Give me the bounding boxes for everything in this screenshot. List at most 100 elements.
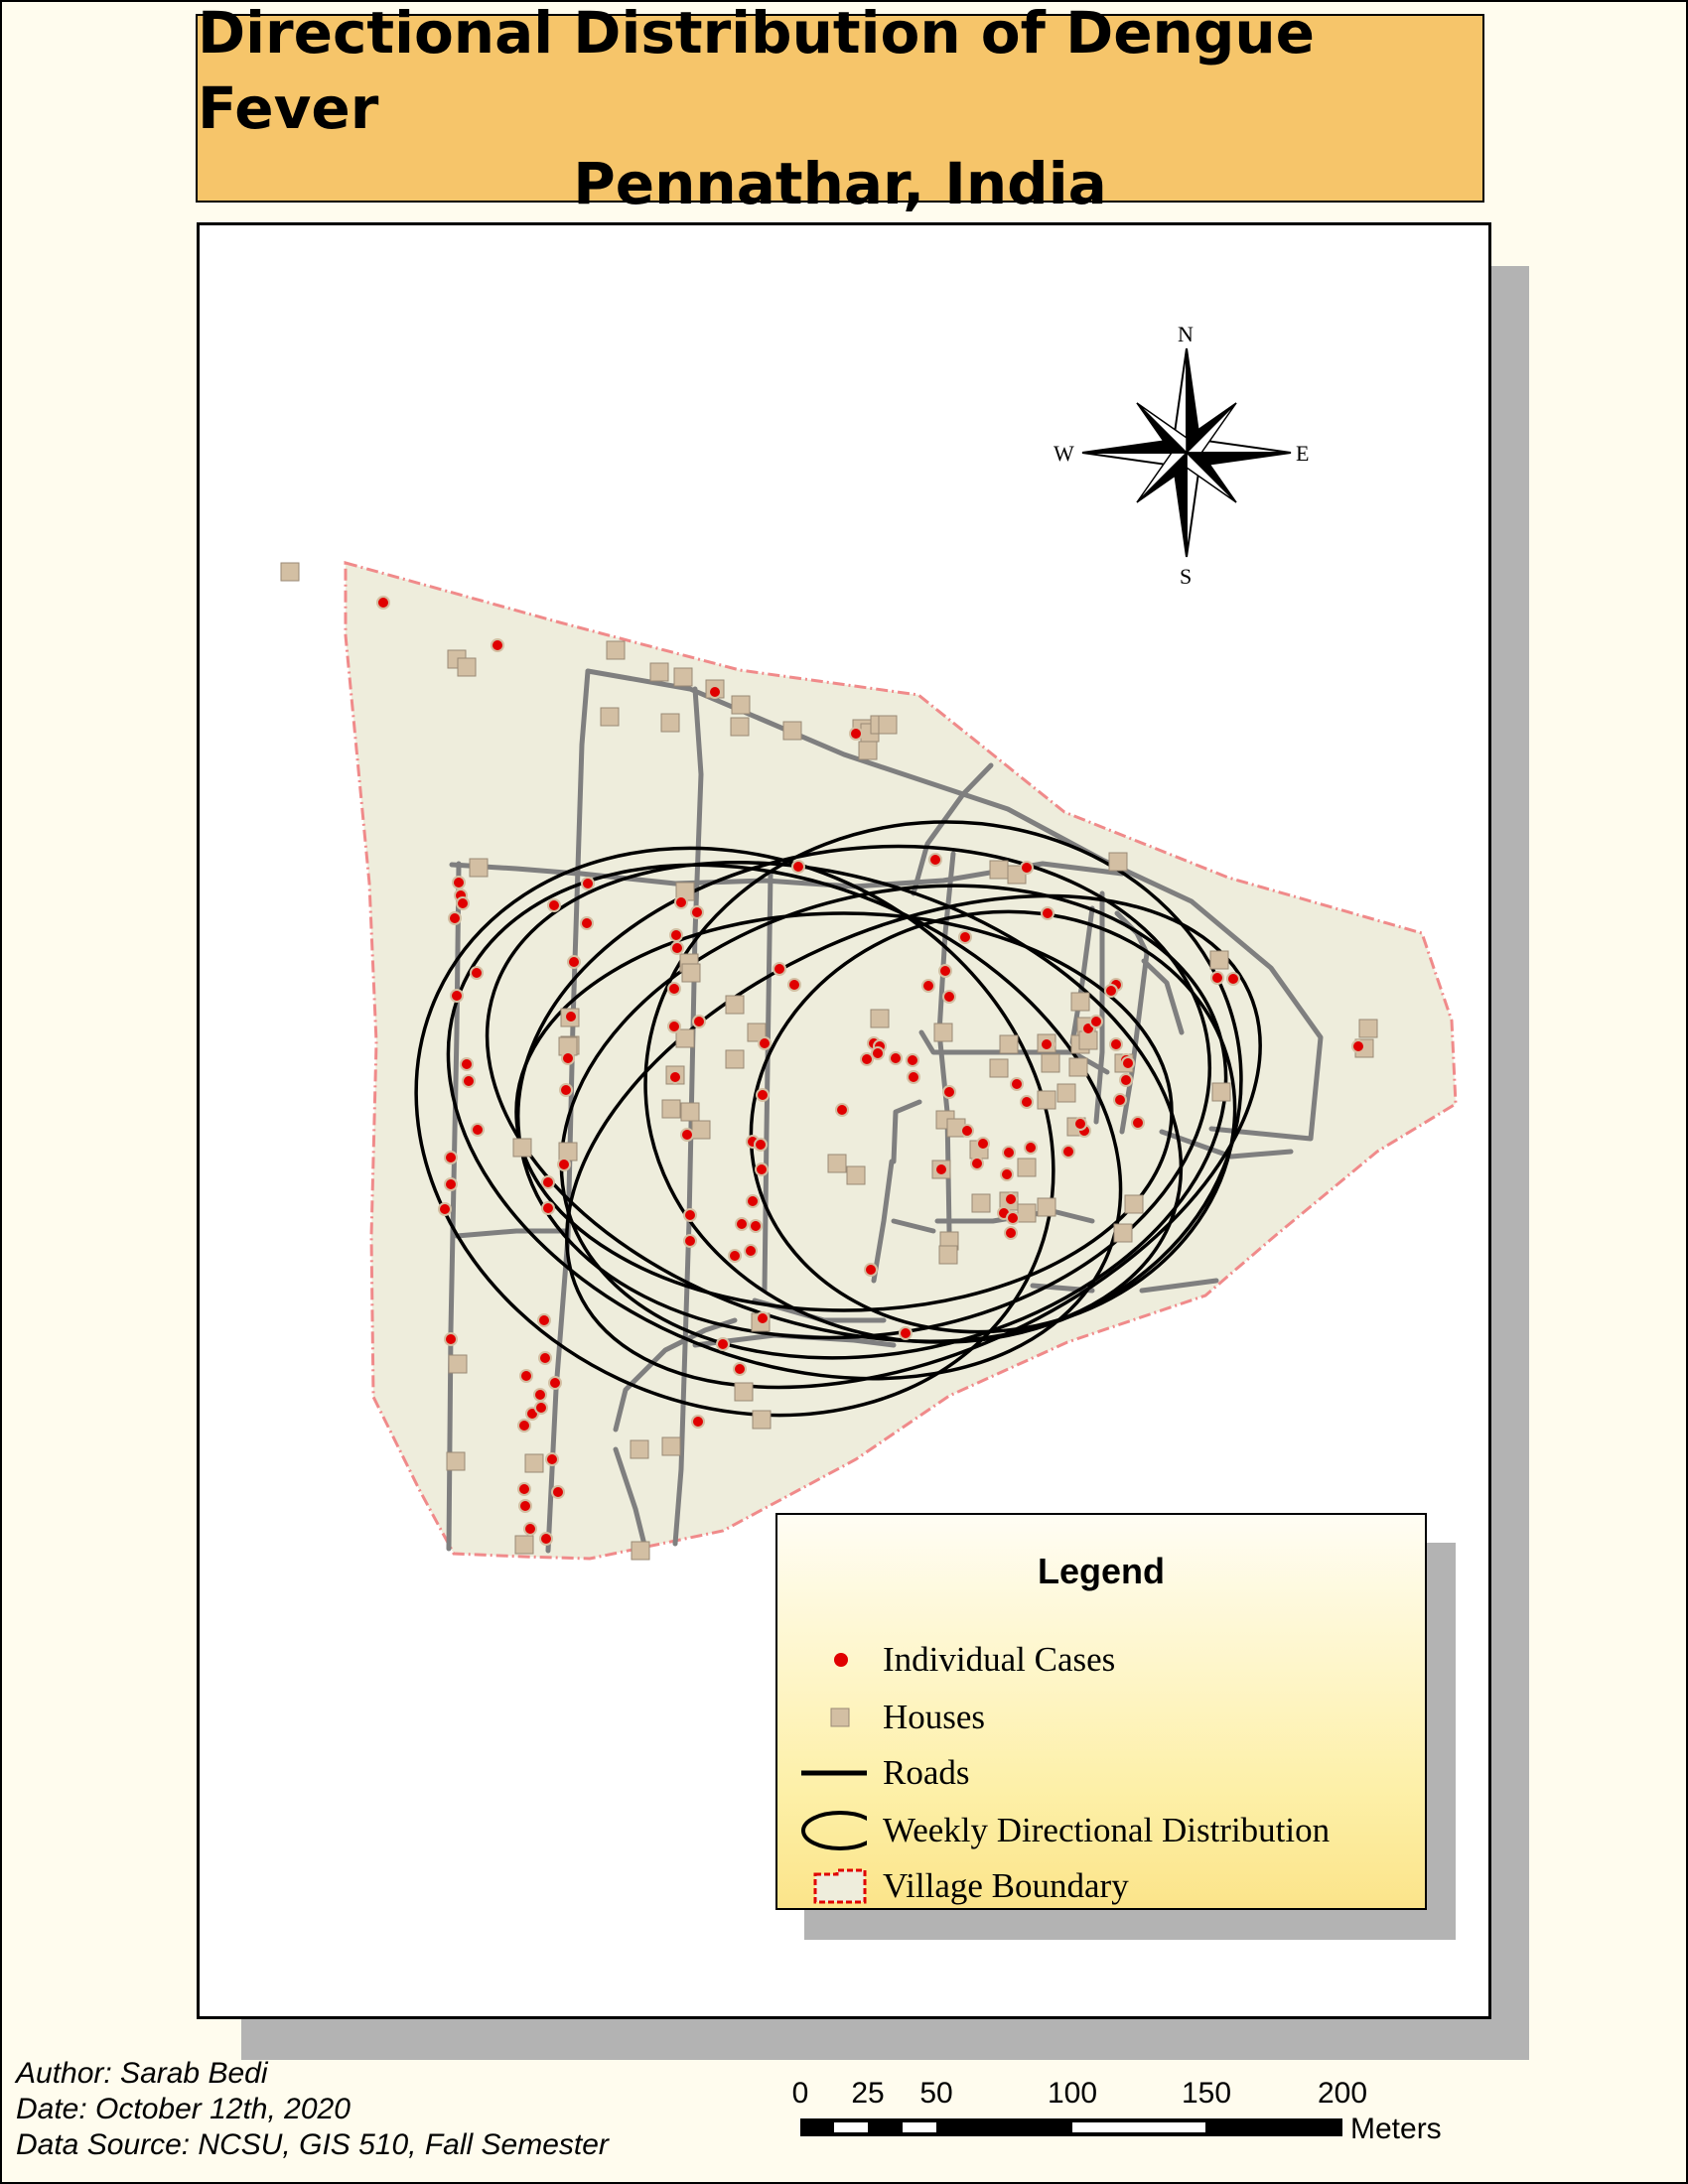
case-marker (1020, 861, 1034, 875)
house-marker (989, 860, 1009, 880)
scale-tick-150: 150 (1181, 2077, 1232, 2110)
case-marker (557, 1158, 571, 1171)
legend-label-cases: Individual Cases (883, 1640, 1116, 1679)
case-marker (471, 1123, 485, 1137)
scale-tick-50: 50 (919, 2077, 953, 2110)
legend-label-roads: Roads (883, 1753, 970, 1792)
legend-label-boundary: Village Boundary (883, 1866, 1129, 1905)
legend-item-cases: Individual Cases (777, 1636, 1425, 1686)
case-marker (518, 1499, 532, 1513)
house-marker (1209, 950, 1229, 970)
case-marker (519, 1369, 533, 1383)
compass-east: E (1296, 441, 1309, 466)
road-symbol-icon (801, 1770, 867, 1776)
house-marker (747, 1023, 767, 1042)
house-marker (725, 1049, 745, 1069)
case-marker (1119, 1073, 1133, 1087)
case-marker (791, 860, 805, 874)
case-marker (564, 1010, 578, 1024)
case-marker (958, 930, 972, 944)
case-marker (580, 916, 594, 930)
case-marker (1351, 1039, 1365, 1053)
scale-tick-200: 200 (1317, 2077, 1368, 2110)
house-marker (1037, 1197, 1056, 1217)
house-marker (827, 1154, 847, 1173)
scale-unit: Meters (1350, 2113, 1442, 2145)
case-marker (567, 955, 581, 969)
case-marker (749, 1219, 763, 1233)
case-marker (1089, 1015, 1103, 1028)
house-marker (782, 721, 802, 741)
map-subtitle: Pennathar, India (573, 150, 1107, 217)
case-marker (444, 1332, 458, 1346)
case-marker (541, 1201, 555, 1215)
house-marker (446, 1451, 466, 1471)
case-marker (938, 964, 952, 978)
case-marker (680, 1128, 694, 1142)
house-marker (971, 1193, 991, 1213)
case-marker (716, 1337, 730, 1351)
case-marker (691, 1415, 705, 1429)
case-marker (450, 989, 464, 1003)
case-marker (1041, 906, 1055, 920)
legend-label-ellipse: Weekly Directional Distribution (883, 1811, 1331, 1849)
date-credit: Date: October 12th, 2020 (16, 2093, 351, 2125)
case-marker (934, 1162, 948, 1176)
case-marker (667, 1020, 681, 1033)
case-marker (928, 853, 942, 867)
ellipse-symbol-icon (801, 1811, 867, 1850)
house-marker (1017, 1158, 1037, 1177)
case-marker (728, 1249, 742, 1263)
case-marker (758, 1036, 772, 1050)
case-marker (376, 596, 390, 610)
house-marker (457, 657, 477, 677)
legend-item-ellipse: Weekly Directional Distribution (777, 1807, 1425, 1856)
legend-label-houses: Houses (883, 1698, 986, 1736)
case-marker (1073, 1117, 1087, 1131)
house-marker (870, 1009, 890, 1028)
case-marker (517, 1419, 531, 1433)
boundary-symbol-icon (813, 1868, 867, 1904)
case-marker (517, 1482, 531, 1496)
case-marker (1006, 1211, 1020, 1225)
house-marker (649, 662, 669, 682)
case-marker (735, 1217, 749, 1231)
case-marker (523, 1522, 537, 1536)
case-marker (448, 911, 462, 925)
house-marker (661, 1436, 681, 1456)
case-marker (960, 1124, 974, 1138)
house-marker (675, 1028, 695, 1048)
case-marker (1121, 1056, 1135, 1070)
cases-layer (376, 596, 1365, 1546)
case-marker (548, 1376, 562, 1390)
house-marker (878, 715, 898, 735)
case-marker (460, 1057, 474, 1071)
house-marker (630, 1439, 649, 1459)
house-marker (280, 562, 300, 582)
case-marker (1040, 1037, 1054, 1051)
case-marker (970, 1157, 984, 1170)
case-marker (754, 1138, 768, 1152)
house-marker (1108, 852, 1128, 872)
house-marker (999, 1034, 1019, 1054)
case-marker (849, 727, 863, 741)
case-marker (1131, 1116, 1145, 1130)
case-symbol-icon (834, 1653, 848, 1667)
case-marker (692, 1015, 706, 1028)
case-marker (581, 877, 595, 890)
case-marker (674, 895, 688, 909)
scale-tick-100: 100 (1047, 2077, 1098, 2110)
house-marker (512, 1138, 532, 1158)
house-marker (1070, 992, 1090, 1012)
house-marker (1041, 1053, 1060, 1073)
case-marker (860, 1052, 874, 1066)
case-marker (1024, 1141, 1038, 1155)
house-marker (680, 1102, 700, 1122)
case-marker (773, 962, 786, 976)
house-marker (469, 858, 489, 878)
legend-item-roads: Roads (777, 1749, 1425, 1799)
case-marker (533, 1388, 547, 1402)
house-marker (524, 1453, 544, 1473)
house-marker (1017, 1203, 1037, 1223)
house-marker (1056, 1083, 1076, 1103)
